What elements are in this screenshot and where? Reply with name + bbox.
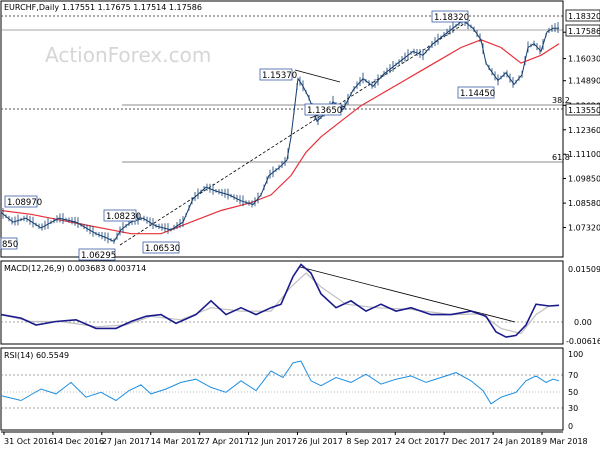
svg-text:-0.006163: -0.006163 (566, 337, 600, 346)
price-bar-ticks (2, 16, 559, 244)
price-ytick-label: 1.11100 (568, 150, 600, 159)
svg-text:1.08970: 1.08970 (7, 198, 42, 208)
annotation-850: 850 (0, 237, 18, 250)
svg-text:1.17586: 1.17586 (568, 27, 600, 36)
fib-61-8-label: 61.8 (552, 153, 570, 162)
hline-label-1-18320: 1.18320 (565, 9, 600, 22)
trendline-up (119, 19, 471, 246)
price-ytick-label: 1.09850 (568, 174, 600, 183)
svg-text:1.06530: 1.06530 (145, 244, 180, 254)
annotation-1-18320: 1.18320 (431, 10, 469, 23)
svg-text:1.08230: 1.08230 (106, 212, 141, 222)
rsi-title: RSI(14) 60.5549 (4, 351, 69, 360)
annotation-1-08230: 1.08230 (103, 209, 141, 222)
annotation-1-06295: 1.06295 (78, 248, 116, 261)
svg-text:1.06295: 1.06295 (81, 251, 116, 261)
macd-trendline (299, 266, 516, 323)
x-tick-label: 31 Oct 2016 (4, 437, 53, 446)
price-ytick-label: 1.14890 (568, 77, 600, 86)
x-tick-label: 9 Mar 2018 (542, 437, 588, 446)
macd-panel: MACD(12,26,9) 0.003683 0.003714 (0, 260, 564, 345)
watermark: ActionForex.com (45, 43, 211, 67)
svg-text:0: 0 (568, 422, 573, 431)
svg-text:1.13550: 1.13550 (568, 106, 600, 115)
x-tick-label: 27 Apr 2017 (200, 437, 249, 446)
svg-text:100: 100 (568, 350, 583, 359)
svg-text:0.015092: 0.015092 (568, 265, 600, 274)
hline-label-1-13550: 1.13550 (565, 103, 600, 116)
last-price-tag: 1.17586 (565, 24, 600, 37)
price-ytick-label: 1.07320 (568, 224, 600, 233)
price-panel: ActionForex.com EURCHF,Daily 1.17551 1.1… (0, 0, 570, 261)
svg-text:1.15370: 1.15370 (262, 71, 297, 81)
svg-text:30: 30 (568, 404, 578, 413)
annotation-1-06530: 1.06530 (142, 241, 180, 254)
fib-38-2-label: 38.2 (552, 96, 570, 105)
annotation-1-14450: 1.14450 (457, 86, 495, 99)
svg-text:850: 850 (2, 240, 18, 250)
x-tick-label: 27 Jan 2017 (102, 437, 150, 446)
price-title: EURCHF,Daily (4, 3, 59, 12)
sma-line (0, 39, 560, 235)
svg-text:1.18320: 1.18320 (434, 13, 469, 23)
annotation-1-15370: 1.15370 (259, 68, 297, 81)
price-ytick-label: 1.08580 (568, 199, 600, 208)
x-tick-label: 26 Jul 2017 (297, 437, 342, 446)
svg-text:70: 70 (568, 371, 578, 380)
svg-text:0.00: 0.00 (574, 318, 592, 327)
macd-title: MACD(12,26,9) 0.003683 0.003714 (4, 264, 146, 273)
macd-signal-line (0, 272, 560, 335)
trendline-channel (294, 69, 341, 83)
rsi-line (0, 360, 560, 405)
x-tick-label: 8 Sep 2017 (346, 437, 392, 446)
svg-text:1.18320: 1.18320 (568, 12, 600, 21)
svg-text:50: 50 (568, 388, 578, 397)
macd-y-axis: 0.015092 0.00 -0.006163 (562, 261, 600, 346)
price-ytick-label: 1.12360 (568, 126, 600, 135)
x-tick-label: 14 Mar 2017 (151, 437, 202, 446)
svg-text:1.14450: 1.14450 (460, 89, 495, 99)
svg-text:1.13650: 1.13650 (307, 106, 342, 116)
x-tick-label: 12 Jun 2017 (249, 437, 297, 446)
price-ohlc: 1.17551 1.17675 1.17514 1.17586 (62, 3, 202, 12)
x-tick-label: 24 Jan 2018 (493, 437, 541, 446)
macd-line (0, 263, 560, 338)
x-tick-label: 7 Dec 2017 (444, 437, 490, 446)
price-y-axis: 1.073201.085801.098501.111001.123601.136… (562, 1, 600, 257)
price-ytick-label: 1.16030 (568, 55, 600, 64)
rsi-y-axis: 100 70 50 30 0 (562, 348, 583, 431)
x-tick-label: 14 Dec 2016 (53, 437, 104, 446)
x-tick-label: 24 Oct 2017 (395, 437, 444, 446)
annotation-1-08970: 1.08970 (4, 195, 42, 208)
rsi-panel: RSI(14) 60.5549 (0, 347, 564, 431)
annotation-1-13650: 1.13650 (304, 103, 342, 116)
